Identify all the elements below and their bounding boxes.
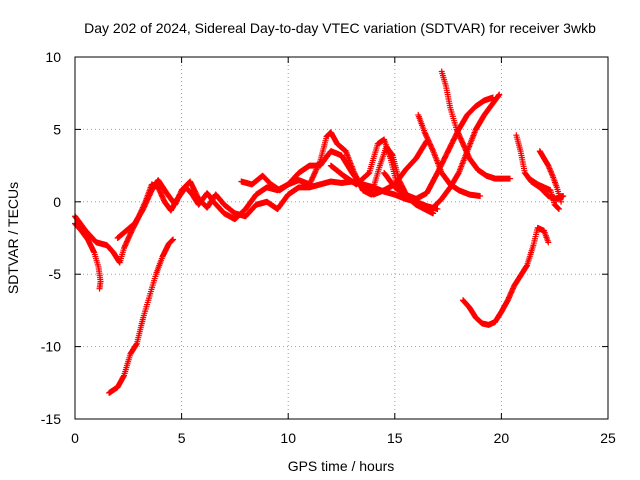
plot-frame [74,56,609,420]
y-tick-label: 0 [53,194,61,210]
x-axis-title: GPS time / hours [288,458,395,474]
data-markers [430,91,503,211]
data-markers [106,236,177,396]
data-markers [460,224,552,328]
y-axis-title: SDTVAR / TECUs [5,182,21,294]
data-markers [536,148,565,205]
series-track-10 [438,68,513,182]
x-tick-label: 25 [600,430,616,446]
series-track-4 [114,177,441,241]
data-markers [526,175,562,213]
series-track-9 [430,91,503,211]
x-tick-label: 5 [178,430,186,446]
data-markers [438,68,513,182]
series-track-3 [106,236,177,396]
x-tick-label: 0 [71,430,79,446]
series-track-13 [526,175,562,213]
series-track-2 [72,137,430,266]
x-tick-label: 10 [280,430,296,446]
data-markers [72,137,430,266]
chart-title: Day 202 of 2024, Sidereal Day-to-day VTE… [84,20,596,36]
series-track-14 [536,148,565,205]
axis-ticks: 0 5 10 15 20 25 -15 -10 -5 0 5 10 [41,49,616,446]
x-tick-label: 15 [387,430,403,446]
y-tick-label: -5 [49,266,62,282]
grid-lines [75,57,608,419]
y-tick-label: -10 [41,339,61,355]
x-tick-label: 20 [494,430,510,446]
y-tick-label: 10 [45,49,61,65]
y-tick-label: -15 [41,411,61,427]
data-points [72,68,567,396]
series-track-11 [460,224,552,328]
data-markers [114,177,441,241]
y-tick-label: 5 [53,121,61,137]
